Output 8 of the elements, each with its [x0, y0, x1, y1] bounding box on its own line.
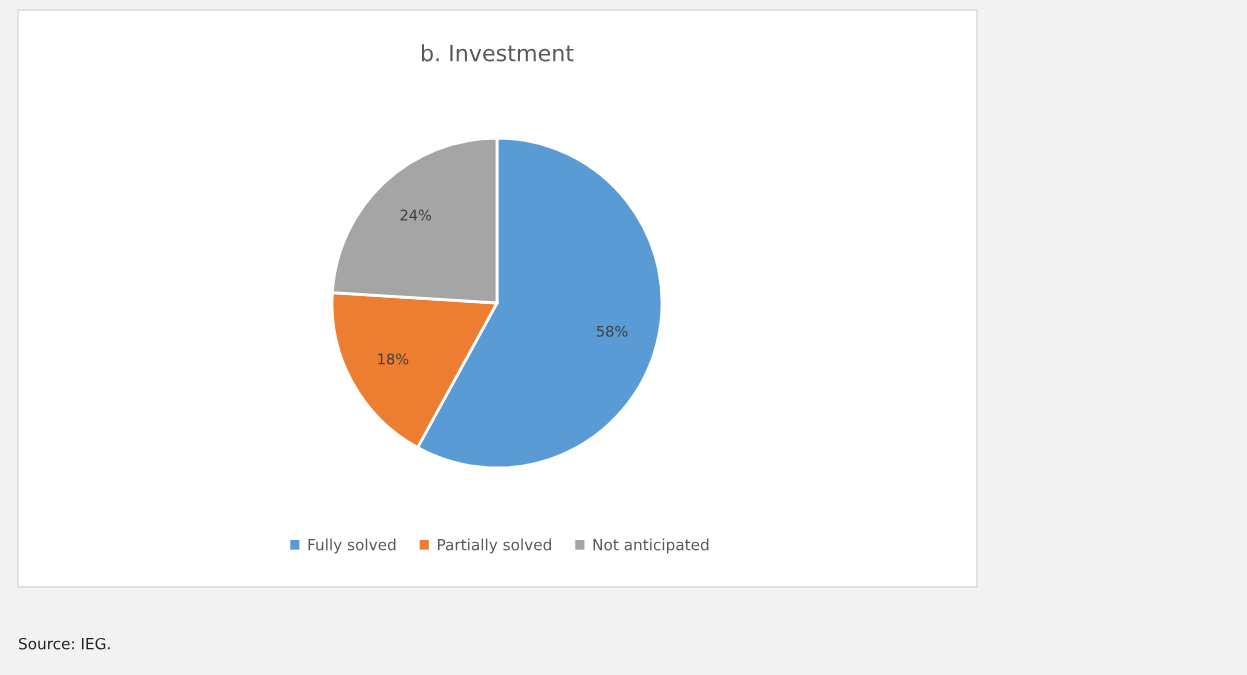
legend-label: Fully solved: [308, 538, 396, 554]
data-label: 18%: [378, 353, 409, 365]
legend-label: Not anticipated: [593, 538, 709, 554]
source-note: Source: IEG.: [19, 637, 110, 650]
data-label: 58%: [596, 325, 628, 337]
data-label: 24%: [400, 209, 432, 221]
chart-title: b. Investment: [421, 44, 574, 62]
legend-label: Partially solved: [437, 538, 551, 554]
